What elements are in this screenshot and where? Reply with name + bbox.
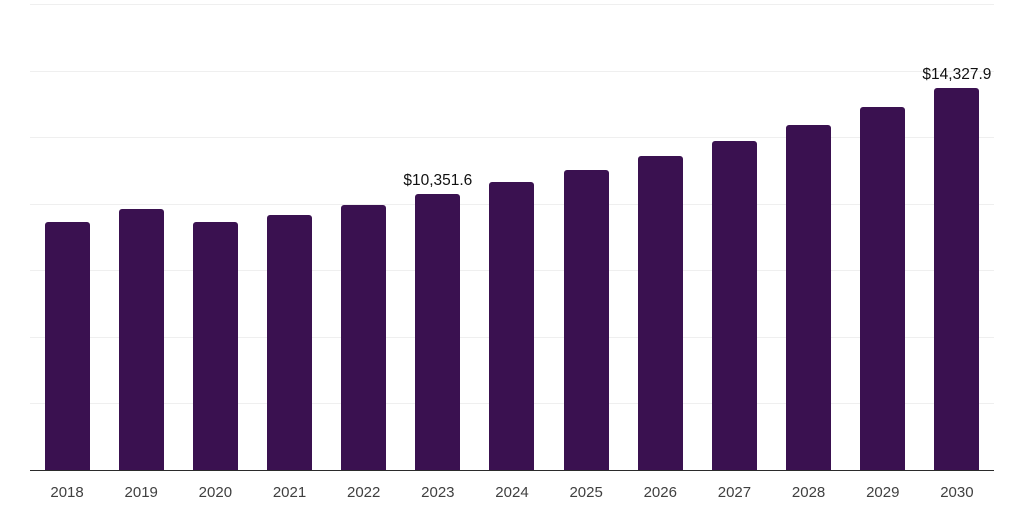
bar-2022	[341, 205, 387, 470]
x-tick-2023: 2023	[421, 484, 455, 501]
gridline	[30, 137, 994, 139]
bar-band-2018	[30, 4, 104, 470]
bar-band-2023: $10,351.6	[401, 4, 475, 470]
bar-2023	[415, 194, 461, 470]
bar-band-2025	[549, 4, 623, 470]
bar-2024	[489, 181, 535, 470]
x-tick-2029: 2029	[866, 484, 900, 501]
bar-band-2027	[697, 4, 771, 470]
bar-band-2030: $14,327.9	[920, 4, 994, 470]
x-tick-2026: 2026	[643, 484, 677, 501]
x-tick-2018: 2018	[50, 484, 84, 501]
bar-band-2021	[252, 4, 326, 470]
x-tick-2019: 2019	[124, 484, 158, 501]
bar-band-2026	[623, 4, 697, 470]
bar-band-2029	[846, 4, 920, 470]
bar-2030	[934, 88, 980, 470]
gridline	[30, 70, 994, 72]
bar-2019	[118, 209, 164, 470]
x-axis-line	[30, 469, 994, 471]
bar-2020	[192, 221, 238, 470]
bar-2028	[786, 125, 832, 470]
x-axis-tick-labels: 2018 2019 2020 2021 2022 2023 2024 2025 2026 2027…	[30, 482, 994, 504]
plot-area: $10,351.6 $14,327.9	[30, 4, 994, 471]
gridline	[30, 4, 994, 5]
x-tick-2027: 2027	[717, 484, 752, 501]
bar-band-2019	[104, 4, 178, 470]
x-tick-2022: 2022	[346, 484, 381, 501]
bar-band-2028	[772, 4, 846, 470]
bar-2021	[267, 214, 313, 470]
x-tick-2021: 2021	[272, 484, 307, 501]
value-label-2030: $14,327.9	[922, 65, 992, 83]
bar-2027	[711, 141, 757, 470]
bar-2025	[563, 170, 609, 470]
bar-band-2022	[327, 4, 401, 470]
bar-2018	[44, 222, 90, 470]
x-tick-2030: 2030	[940, 484, 974, 501]
bar-2029	[860, 107, 906, 470]
value-label-2023: $10,351.6	[403, 171, 473, 189]
bar-2026	[637, 156, 683, 470]
x-tick-2025: 2025	[569, 484, 603, 501]
x-tick-2020: 2020	[198, 484, 233, 501]
x-tick-2028: 2028	[791, 484, 826, 501]
bar-band-2020	[178, 4, 252, 470]
x-tick-2024: 2024	[495, 484, 529, 501]
bar-band-2024	[475, 4, 549, 470]
